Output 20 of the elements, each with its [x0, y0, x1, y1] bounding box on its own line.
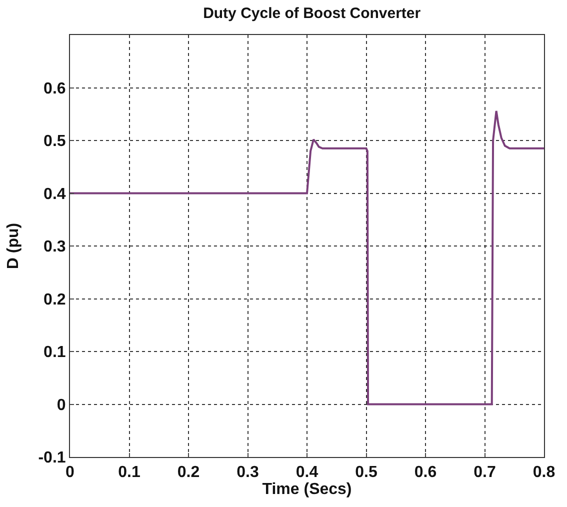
x-tick-label: 0.5: [355, 464, 378, 482]
x-tick-label: 0.8: [532, 464, 556, 482]
y-tick-label: 0.1: [44, 344, 66, 362]
y-tick-label: 0: [56, 396, 66, 414]
y-tick-label: 0.4: [44, 186, 66, 203]
x-tick-label: 0.6: [414, 464, 437, 482]
y-axis-title: D (pu): [5, 222, 22, 270]
y-tick-label: 0.2: [44, 291, 66, 308]
x-tick-label: 0.2: [177, 464, 200, 482]
y-tick-label: 0.5: [44, 133, 66, 150]
y-tick-label: 0.3: [44, 238, 66, 256]
chart-title: Duty Cycle of Boost Converter: [203, 5, 421, 22]
line-series: [70, 110, 544, 406]
x-axis-title: Time (Secs): [262, 481, 352, 498]
x-tick-label: 0.7: [474, 464, 496, 482]
x-tick-label: 0.4: [296, 464, 318, 482]
x-tick-label: 0.3: [236, 464, 259, 482]
y-tick-label: -0.1: [38, 450, 66, 467]
y-tick-label: 0.6: [44, 80, 66, 98]
x-tick-label: 0.1: [118, 464, 140, 482]
